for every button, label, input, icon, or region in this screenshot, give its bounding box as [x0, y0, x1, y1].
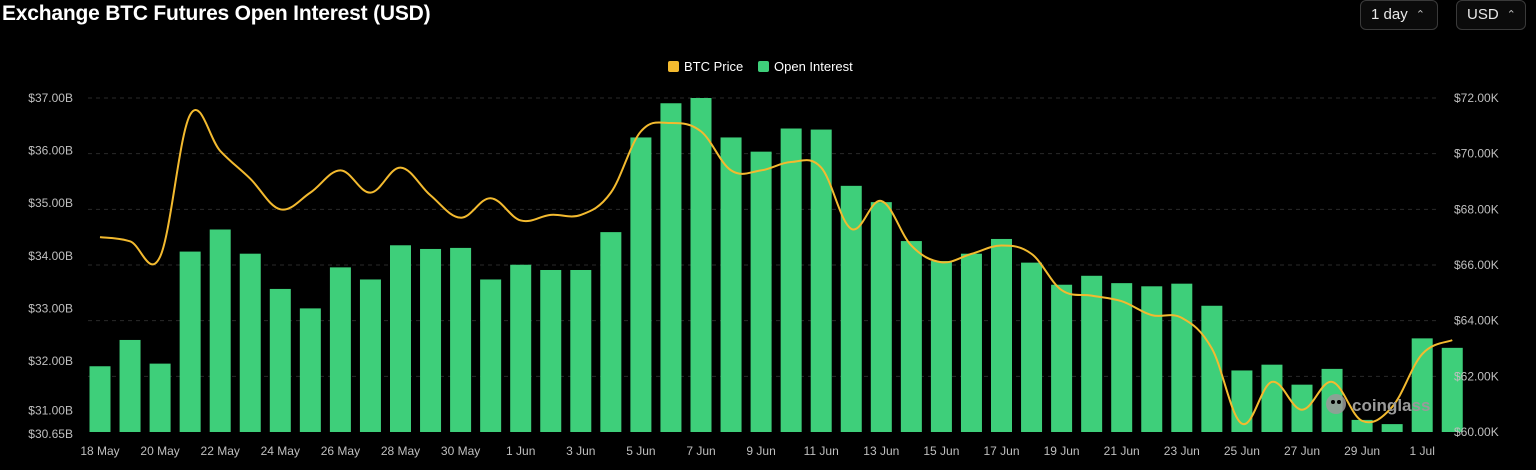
oi-bar[interactable]: [299, 308, 321, 432]
oi-bar[interactable]: [930, 261, 952, 432]
oi-bar[interactable]: [1141, 286, 1163, 432]
legend-swatch: [668, 61, 679, 72]
oi-bar[interactable]: [991, 238, 1012, 432]
watermark-text: coinglass: [1352, 396, 1430, 415]
x-tick-label: 1 Jun: [506, 444, 535, 458]
legend-item[interactable]: BTC Price: [668, 59, 743, 74]
x-tick-label: 18 May: [80, 444, 119, 458]
legend-label: Open Interest: [774, 59, 853, 74]
y-right-tick-label: $60.00K: [1454, 425, 1499, 439]
oi-bar[interactable]: [1201, 305, 1223, 432]
x-tick-label: 19 Jun: [1044, 444, 1080, 458]
x-tick-label: 3 Jun: [566, 444, 595, 458]
y-left-tick-label: $31.00B: [28, 404, 73, 418]
y-left-tick-label: $30.65B: [28, 427, 73, 441]
currency-select[interactable]: USD ⌃: [1456, 0, 1526, 30]
x-tick-label: 1 Jul: [1410, 444, 1435, 458]
oi-bar[interactable]: [720, 137, 742, 432]
oi-bar[interactable]: [1291, 384, 1313, 432]
oi-bar[interactable]: [630, 137, 652, 432]
oi-bar[interactable]: [269, 288, 291, 432]
x-tick-label: 29 Jun: [1344, 444, 1380, 458]
x-tick-label: 22 May: [201, 444, 240, 458]
oi-bar[interactable]: [1171, 283, 1193, 432]
x-tick-label: 7 Jun: [686, 444, 715, 458]
y-left-tick-label: $37.00B: [28, 91, 73, 105]
oi-bar[interactable]: [1021, 262, 1043, 432]
oi-bar[interactable]: [570, 269, 592, 432]
y-right-tick-label: $64.00K: [1454, 314, 1499, 328]
oi-bar[interactable]: [359, 279, 381, 432]
oi-bar[interactable]: [960, 253, 982, 432]
oi-bar[interactable]: [600, 232, 622, 432]
x-tick-label: 28 May: [381, 444, 420, 458]
oi-bar[interactable]: [1261, 364, 1283, 432]
oi-bar[interactable]: [840, 185, 862, 432]
x-tick-label: 17 Jun: [983, 444, 1019, 458]
x-tick-label: 24 May: [261, 444, 300, 458]
oi-bar[interactable]: [1381, 424, 1403, 432]
oi-bar[interactable]: [239, 253, 261, 432]
oi-bar[interactable]: [690, 98, 712, 432]
watermark: coinglass: [1326, 394, 1430, 415]
currency-select-value: USD: [1467, 6, 1499, 23]
oi-bar[interactable]: [179, 251, 201, 432]
interval-select[interactable]: 1 day ⌃: [1360, 0, 1438, 30]
x-tick-label: 15 Jun: [923, 444, 959, 458]
oi-bar[interactable]: [540, 269, 562, 432]
oi-bar[interactable]: [1081, 275, 1103, 432]
oi-bar[interactable]: [480, 279, 502, 432]
x-tick-label: 20 May: [140, 444, 179, 458]
btc-price-line[interactable]: [99, 109, 1453, 425]
oi-bar[interactable]: [900, 241, 922, 432]
page-title: Exchange BTC Futures Open Interest (USD): [2, 2, 431, 25]
oi-bar[interactable]: [390, 245, 411, 432]
oi-bar[interactable]: [450, 247, 472, 432]
coinglass-logo-icon: [1326, 394, 1346, 414]
oi-bar[interactable]: [510, 264, 532, 432]
oi-bar[interactable]: [149, 363, 171, 432]
x-tick-label: 9 Jun: [746, 444, 775, 458]
chevron-updown-icon: ⌃: [1415, 8, 1425, 21]
legend-item[interactable]: Open Interest: [758, 59, 853, 74]
x-tick-label: 23 Jun: [1164, 444, 1200, 458]
oi-bar[interactable]: [209, 229, 231, 432]
y-right-tick-label: $70.00K: [1454, 147, 1499, 161]
oi-bar[interactable]: [1411, 338, 1433, 432]
y-right-tick-label: $66.00K: [1454, 258, 1499, 272]
oi-bar[interactable]: [660, 103, 682, 433]
oi-bar[interactable]: [420, 248, 442, 432]
y-left-tick-label: $36.00B: [28, 144, 73, 158]
y-right-tick-label: $62.00K: [1454, 369, 1499, 383]
x-tick-label: 26 May: [321, 444, 360, 458]
x-tick-label: 5 Jun: [626, 444, 655, 458]
oi-bar[interactable]: [329, 267, 351, 432]
y-left-tick-label: $32.00B: [28, 354, 73, 368]
chevron-updown-icon: ⌃: [1506, 8, 1516, 21]
oi-bar[interactable]: [780, 128, 802, 432]
oi-bar[interactable]: [119, 339, 141, 432]
y-left-tick-label: $35.00B: [28, 196, 73, 210]
legend-label: BTC Price: [684, 59, 743, 74]
y-right-tick-label: $72.00K: [1454, 91, 1499, 105]
x-tick-label: 13 Jun: [863, 444, 899, 458]
x-tick-label: 30 May: [441, 444, 480, 458]
x-tick-label: 25 Jun: [1224, 444, 1260, 458]
x-tick-label: 21 Jun: [1104, 444, 1140, 458]
y-left-tick-label: $33.00B: [28, 301, 73, 315]
oi-bar[interactable]: [1111, 283, 1133, 432]
oi-bar[interactable]: [1051, 284, 1073, 432]
x-tick-label: 27 Jun: [1284, 444, 1320, 458]
y-right-tick-label: $68.00K: [1454, 202, 1499, 216]
oi-bar[interactable]: [870, 202, 892, 432]
oi-bar[interactable]: [1441, 347, 1463, 432]
oi-bar[interactable]: [750, 151, 772, 432]
interval-select-value: 1 day: [1371, 6, 1408, 23]
oi-bar[interactable]: [89, 366, 111, 432]
legend-swatch: [758, 61, 769, 72]
x-tick-label: 11 Jun: [804, 444, 839, 458]
oi-bar[interactable]: [810, 129, 832, 432]
y-left-tick-label: $34.00B: [28, 249, 73, 263]
